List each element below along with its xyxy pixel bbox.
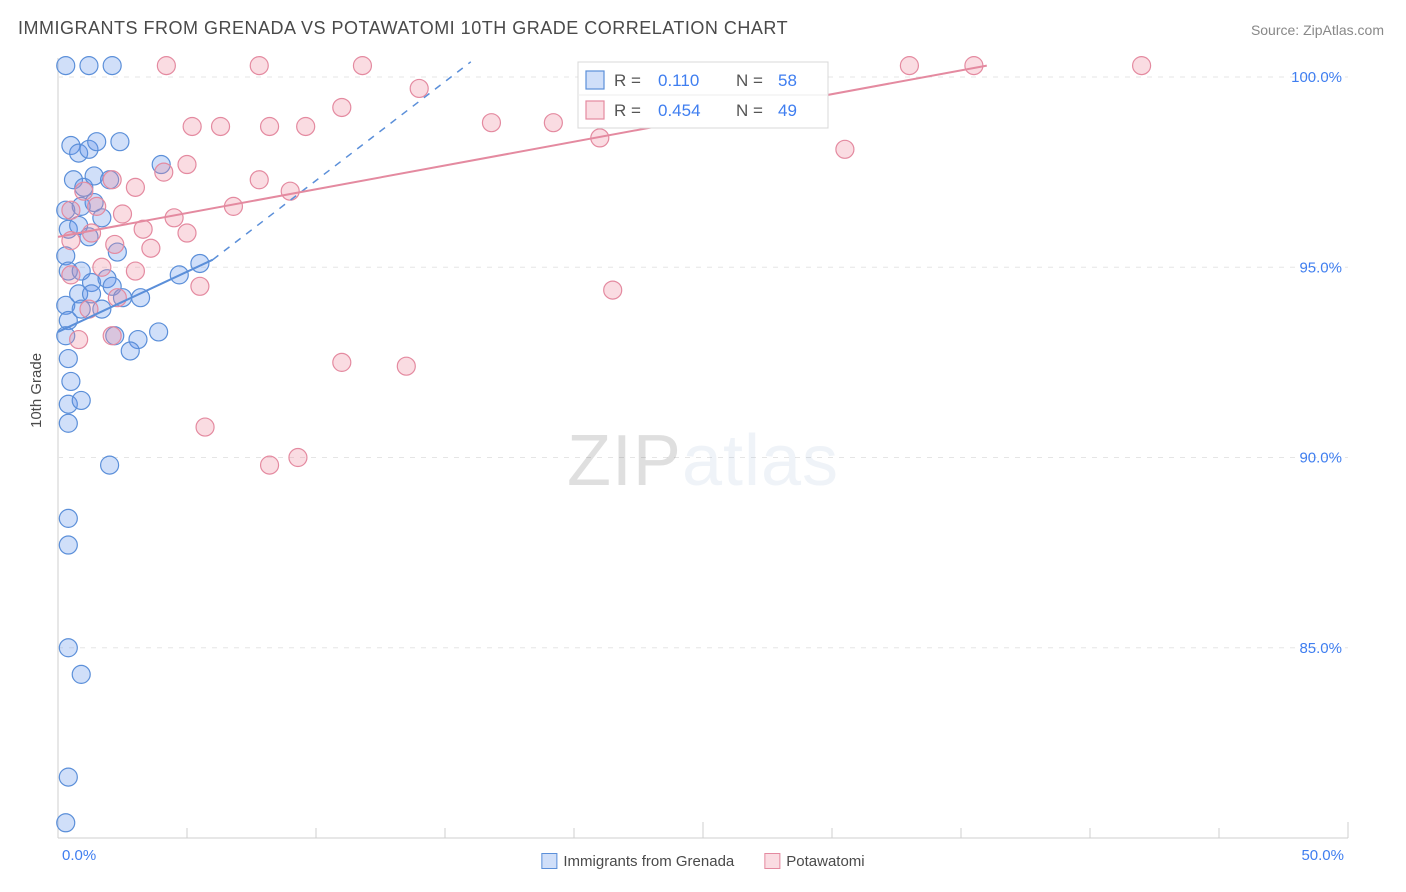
svg-text:95.0%: 95.0% [1299,259,1342,276]
legend-swatch [541,853,557,869]
scatter-point [353,57,371,75]
scatter-point [57,57,75,75]
scatter-point [59,536,77,554]
scatter-point [59,639,77,657]
scatter-point [106,235,124,253]
scatter-point [70,331,88,349]
scatter-point [62,266,80,284]
legend-item: Immigrants from Grenada [541,853,734,870]
scatter-point [80,57,98,75]
scatter-point [544,114,562,132]
chart-title: IMMIGRANTS FROM GRENADA VS POTAWATOMI 10… [18,18,788,39]
scatter-point [114,205,132,223]
scatter-point [72,391,90,409]
scatter-point [103,327,121,345]
scatter-point [62,201,80,219]
scatter-point [183,117,201,135]
svg-text:N =: N = [736,71,763,90]
scatter-point [59,509,77,527]
scatter-point [289,449,307,467]
scatter-point [410,79,428,97]
scatter-point [836,140,854,158]
svg-text:49: 49 [778,101,797,120]
scatter-point [103,57,121,75]
legend-label: Immigrants from Grenada [563,853,734,870]
chart-area: 10th Grade ZIPatlas 85.0%90.0%95.0%100.0… [18,48,1388,874]
scatter-point [900,57,918,75]
bottom-legend: Immigrants from Grenada Potawatomi [541,853,864,870]
scatter-point [155,163,173,181]
y-axis-label: 10th Grade [28,353,45,428]
scatter-point [250,171,268,189]
scatter-point [101,456,119,474]
scatter-point [250,57,268,75]
scatter-point [178,156,196,174]
scatter-point [604,281,622,299]
trend-line-dashed [213,62,471,260]
svg-text:R =: R = [614,101,641,120]
scatter-point [965,57,983,75]
legend-label: Potawatomi [786,853,864,870]
source-attribution: Source: ZipAtlas.com [1251,22,1384,38]
scatter-point [93,258,111,276]
scatter-point [165,209,183,227]
scatter-point [75,182,93,200]
scatter-point [191,277,209,295]
scatter-point [333,98,351,116]
scatter-point [57,814,75,832]
scatter-point [126,178,144,196]
scatter-point [142,239,160,257]
scatter-point [103,171,121,189]
scatter-point [1133,57,1151,75]
scatter-point [297,117,315,135]
svg-text:0.454: 0.454 [658,101,701,120]
svg-text:0.0%: 0.0% [62,847,96,864]
scatter-point [212,117,230,135]
svg-text:90.0%: 90.0% [1299,450,1342,467]
svg-text:100.0%: 100.0% [1291,69,1342,86]
scatter-point [62,372,80,390]
scatter-point [261,456,279,474]
scatter-point [126,262,144,280]
scatter-point [111,133,129,151]
scatter-point [157,57,175,75]
scatter-point [482,114,500,132]
svg-text:50.0%: 50.0% [1301,847,1344,864]
svg-text:R =: R = [614,71,641,90]
scatter-point [397,357,415,375]
scatter-point [261,117,279,135]
legend-swatch [764,853,780,869]
svg-text:85.0%: 85.0% [1299,640,1342,657]
scatter-point [59,768,77,786]
svg-text:0.110: 0.110 [658,71,699,90]
svg-text:N =: N = [736,101,763,120]
scatter-point [178,224,196,242]
scatter-point [333,353,351,371]
scatter-point [281,182,299,200]
scatter-point [196,418,214,436]
scatter-point [59,350,77,368]
scatter-point [59,414,77,432]
scatter-point [121,342,139,360]
legend-item: Potawatomi [764,853,864,870]
scatter-point [72,665,90,683]
svg-text:58: 58 [778,71,797,90]
scatter-point [88,133,106,151]
scatter-point [150,323,168,341]
scatter-point [88,197,106,215]
scatter-point [83,224,101,242]
scatter-chart: 85.0% 90.0% 95.0% 100.0% 0.0% 50.0% R = 0.110 N… [18,48,1388,874]
